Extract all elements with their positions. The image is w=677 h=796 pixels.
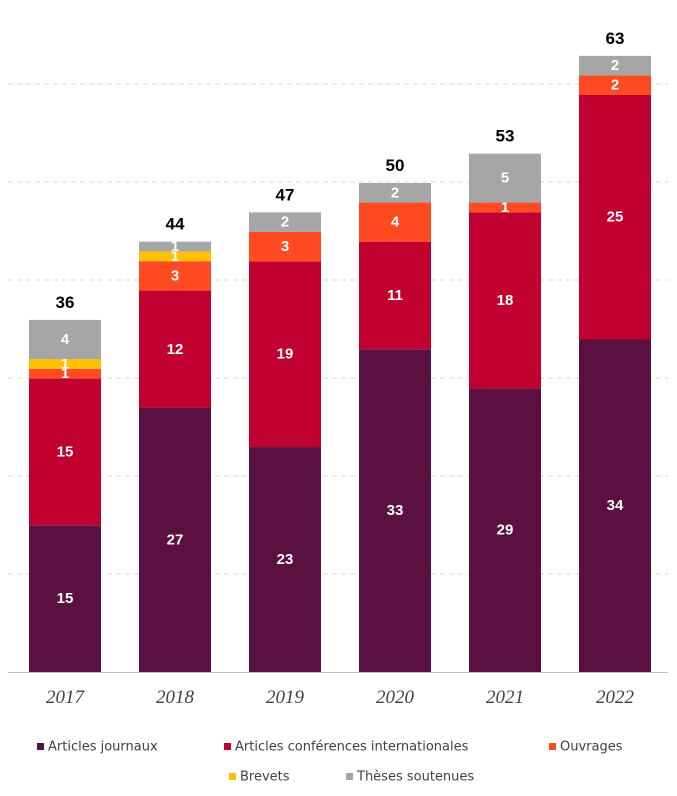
legend-label: Articles conférences internationales [235,740,469,755]
data-label: 3 [171,267,179,284]
bar-segment [579,339,651,672]
data-label: 1 [171,238,179,255]
legend-label: Articles journaux [48,740,158,755]
bar-segment [139,251,211,262]
data-label: 27 [167,531,184,548]
data-label: 15 [57,443,74,460]
bar-segment [359,241,431,350]
bar-segment [29,319,101,360]
data-label: 33 [387,502,404,519]
data-label: 3 [281,238,289,255]
total-label: 50 [386,156,405,175]
legend-label: Ouvrages [560,740,623,755]
bar-segment [469,388,541,672]
legend-swatch [346,773,353,780]
data-label: 2 [391,184,399,201]
data-label: 19 [277,346,294,363]
bar-segment [139,290,211,408]
data-label: 1 [501,199,509,216]
bar-segment [139,241,211,252]
data-label: 29 [497,522,514,539]
legend-swatch [229,773,236,780]
bar-segment [249,447,321,672]
data-label: 5 [501,170,509,187]
bar-segment [249,231,321,262]
data-label: 2 [611,57,619,74]
bar-segment [29,525,101,672]
bar-segment [359,349,431,672]
data-label: 15 [57,590,74,607]
bar-segment [579,55,651,76]
total-label: 44 [166,215,185,234]
total-label: 63 [606,29,625,48]
data-label: 2 [611,77,619,94]
bar-segment [579,94,651,340]
legend-swatch [549,743,556,750]
legend-label: Brevets [240,770,290,785]
bar-segment [249,212,321,232]
x-tick-label: 2017 [46,687,86,708]
bar-segment [579,75,651,95]
bar-segment [139,261,211,291]
legend-swatch [37,743,44,750]
data-label: 18 [497,292,514,309]
x-tick-label: 2020 [376,687,415,708]
bar-segment [29,359,101,369]
data-label: 1 [171,248,179,265]
bar-segment [359,202,431,242]
bar-segment [359,183,431,203]
x-tick-label: 2018 [156,687,195,708]
bar-segment [29,378,101,526]
data-label: 11 [387,287,403,304]
bar-segment [469,212,541,389]
bar-segment [469,153,541,203]
x-tick-label: 2021 [486,687,524,708]
data-label: 4 [391,214,400,231]
total-label: 47 [276,185,295,204]
data-label: 1 [61,355,69,372]
data-label: 2 [281,214,289,231]
total-label: 36 [56,293,75,312]
bar-segment [29,368,101,379]
data-label: 1 [61,365,69,382]
legend-swatch [224,743,231,750]
data-label: 23 [277,551,294,568]
legend-label: Thèses soutenues [356,770,474,785]
x-tick-label: 2022 [596,687,635,708]
bar-segment [249,261,321,448]
data-label: 4 [61,331,70,348]
total-label: 53 [496,127,515,146]
data-label: 34 [607,497,624,514]
data-label: 25 [607,209,624,226]
data-label: 12 [167,341,184,358]
bar-segment [469,202,541,213]
x-tick-label: 2019 [266,687,305,708]
bar-segment [139,407,211,672]
